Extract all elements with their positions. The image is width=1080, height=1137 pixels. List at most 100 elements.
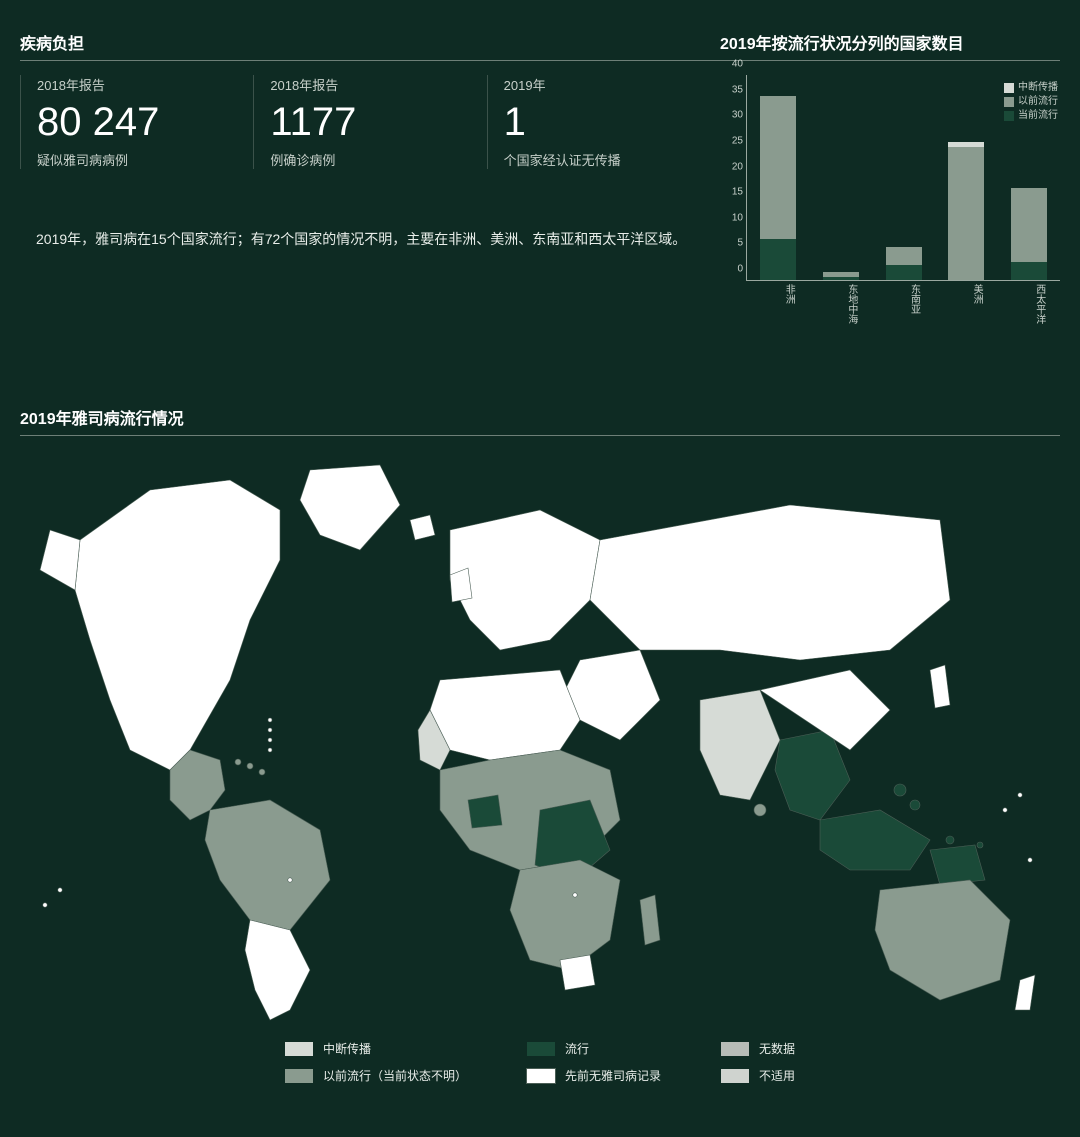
bar: 美洲 — [948, 75, 984, 280]
legend-swatch — [527, 1042, 555, 1056]
legend-label: 无数据 — [759, 1040, 795, 1057]
y-tick: 5 — [721, 238, 743, 249]
bar: 东南亚 — [886, 75, 922, 280]
world-map — [20, 450, 1060, 1030]
region-nz — [1015, 975, 1035, 1010]
map-container — [20, 450, 1060, 1030]
region-north-america — [75, 480, 280, 770]
map-legend-item: 流行 — [527, 1040, 661, 1057]
map-legend-column: 中断传播以前流行（当前状态不明） — [285, 1040, 467, 1084]
legend-swatch — [527, 1069, 555, 1083]
island — [268, 738, 272, 742]
region-philippines — [894, 784, 906, 796]
bar: 非洲 — [760, 75, 796, 280]
island — [946, 836, 954, 844]
legend-label: 不适用 — [759, 1067, 795, 1084]
legend-label: 中断传播 — [1018, 81, 1058, 95]
region-south-america-north — [205, 800, 330, 930]
region-greenland — [300, 465, 400, 550]
stat-desc: 例确诊病例 — [270, 150, 486, 169]
stat-label: 2019年 — [504, 75, 720, 94]
legend-label: 当前流行 — [1018, 109, 1058, 123]
bar-chart-legend: 中断传播以前流行当前流行 — [1004, 81, 1058, 123]
legend-swatch — [285, 1042, 313, 1056]
dot — [43, 903, 47, 907]
y-tick: 20 — [721, 161, 743, 172]
region-madagascar — [640, 895, 660, 945]
x-label: 非洲 — [760, 280, 796, 304]
dot — [1003, 808, 1007, 812]
x-label: 东南亚 — [886, 280, 922, 314]
region-india — [700, 690, 780, 800]
region-south-africa — [560, 955, 595, 990]
bar-legend-item: 以前流行 — [1004, 95, 1058, 109]
legend-label: 以前流行（当前状态不明） — [323, 1067, 467, 1084]
map-legend-column: 无数据不适用 — [721, 1040, 795, 1084]
island — [247, 763, 253, 769]
x-label: 东地中海 — [823, 280, 859, 324]
bar-segment — [886, 265, 922, 280]
map-legend-item: 无数据 — [721, 1040, 795, 1057]
dot — [58, 888, 62, 892]
legend-swatch — [1004, 97, 1014, 107]
bar-segment — [948, 142, 984, 147]
island — [235, 759, 241, 765]
legend-swatch — [721, 1042, 749, 1056]
stat-desc: 个国家经认证无传播 — [504, 150, 720, 169]
map-section: 2019年雅司病流行情况 中断传播以前流行（当前状态不明）流行先前无雅司病记录无… — [0, 405, 1080, 1084]
bar-legend-item: 当前流行 — [1004, 109, 1058, 123]
burden-title: 疾病负担 — [20, 30, 720, 61]
island — [268, 728, 272, 732]
region-alaska — [40, 530, 80, 590]
bar-segment — [760, 239, 796, 280]
bar-chart-panel: 2019年按流行状况分列的国家数目 0510152025303540非洲东地中海… — [720, 30, 1060, 335]
y-tick: 35 — [721, 84, 743, 95]
y-tick: 25 — [721, 135, 743, 146]
y-tick: 15 — [721, 187, 743, 198]
region-australia — [875, 880, 1010, 1000]
island — [259, 769, 265, 775]
map-legend-column: 流行先前无雅司病记录 — [527, 1040, 661, 1084]
dot — [573, 893, 577, 897]
region-europe — [450, 510, 600, 650]
region-middle-east — [565, 650, 660, 740]
legend-label: 流行 — [565, 1040, 589, 1057]
bar-segment — [1011, 262, 1047, 280]
legend-label: 先前无雅司病记录 — [565, 1067, 661, 1084]
region-africa-current-west — [468, 795, 502, 828]
dot — [1018, 793, 1022, 797]
legend-swatch — [285, 1069, 313, 1083]
island — [977, 842, 983, 848]
y-tick: 0 — [721, 264, 743, 275]
stat-label: 2018年报告 — [37, 75, 253, 94]
burden-stats: 2018年报告 80 247 疑似雅司病病例 2018年报告 1177 例确诊病… — [20, 75, 720, 169]
map-legend: 中断传播以前流行（当前状态不明） 流行先前无雅司病记录 无数据不适用 — [20, 1040, 1060, 1084]
map-legend-item: 不适用 — [721, 1067, 795, 1084]
island — [268, 718, 272, 722]
stat-suspected: 2018年报告 80 247 疑似雅司病病例 — [20, 75, 253, 169]
bar: 东地中海 — [823, 75, 859, 280]
stat-value: 1177 — [270, 98, 486, 146]
bar-segment — [948, 147, 984, 280]
region-africa-south-prev — [510, 860, 620, 970]
map-legend-item: 中断传播 — [285, 1040, 467, 1057]
bar-legend-item: 中断传播 — [1004, 81, 1058, 95]
region-indonesia — [820, 810, 930, 870]
region-sea-mainland — [775, 730, 850, 820]
region-north-africa — [430, 670, 580, 760]
stat-value: 1 — [504, 98, 720, 146]
region-sri-lanka — [754, 804, 766, 816]
legend-swatch — [1004, 111, 1014, 121]
region-russia — [590, 505, 950, 660]
y-tick: 30 — [721, 110, 743, 121]
region-japan — [930, 665, 950, 708]
y-tick: 10 — [721, 212, 743, 223]
region-iceland — [410, 515, 435, 540]
legend-swatch — [1004, 83, 1014, 93]
bar-chart-title: 2019年按流行状况分列的国家数目 — [720, 30, 1060, 61]
bar-segment — [886, 247, 922, 265]
legend-label: 以前流行 — [1018, 95, 1058, 109]
x-label: 美洲 — [948, 280, 984, 304]
legend-swatch — [721, 1069, 749, 1083]
island — [268, 748, 272, 752]
